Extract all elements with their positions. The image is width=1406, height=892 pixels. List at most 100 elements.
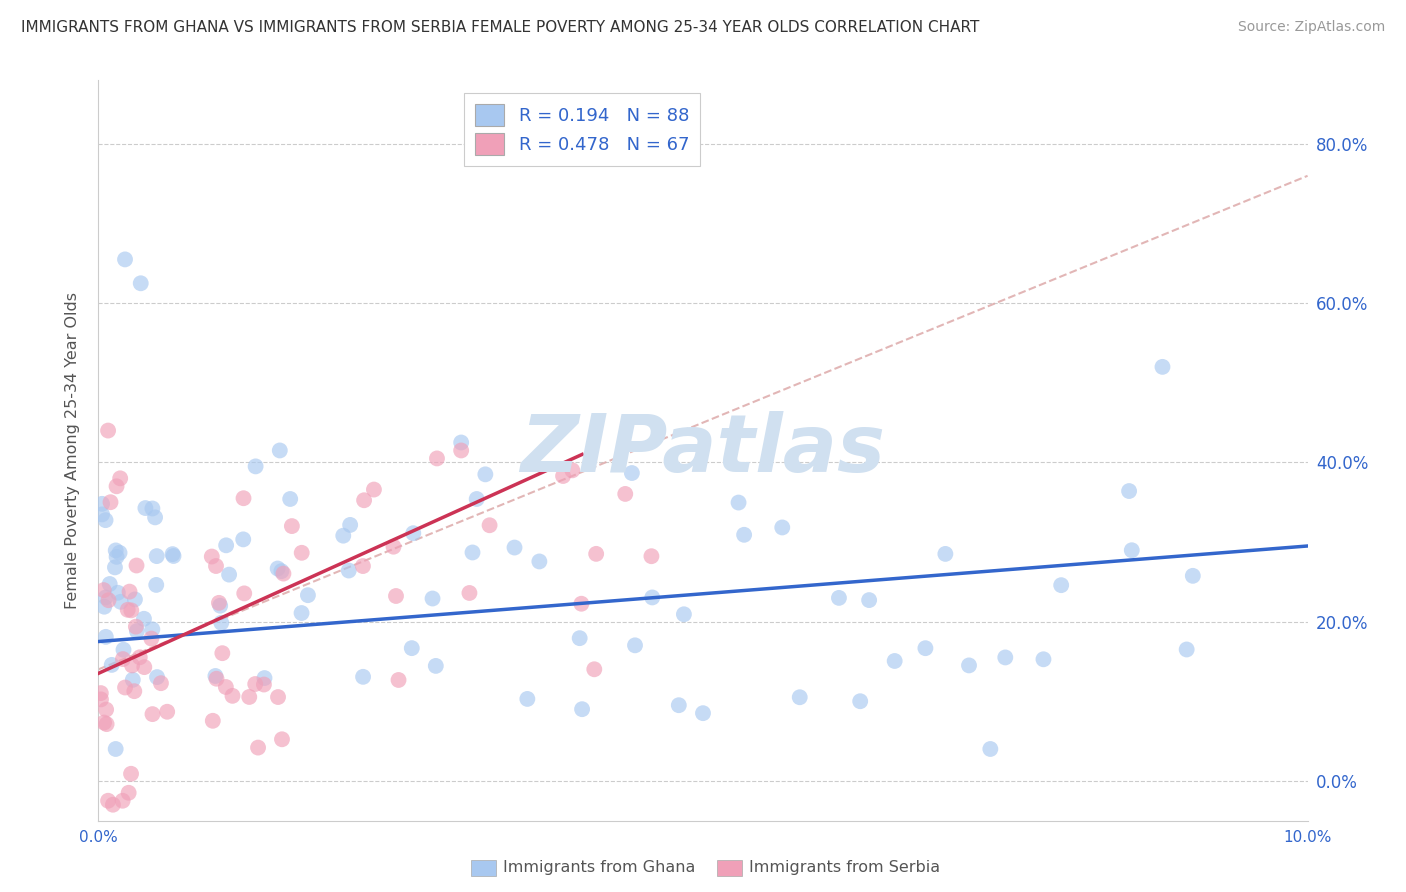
Point <box>90 692 112 706</box>
Point <box>551 469 574 483</box>
Point <box>245 677 267 691</box>
Point <box>232 533 254 547</box>
Point <box>957 658 980 673</box>
Point <box>146 670 169 684</box>
Point <box>98 577 121 591</box>
Point <box>789 690 811 705</box>
Point <box>112 642 135 657</box>
Point <box>849 694 872 708</box>
Point <box>465 491 488 506</box>
Point <box>339 517 361 532</box>
Point <box>387 673 409 687</box>
FancyBboxPatch shape <box>471 860 496 876</box>
Point <box>1121 543 1143 558</box>
Point <box>149 676 172 690</box>
Point <box>571 597 593 611</box>
Point <box>204 669 226 683</box>
Point <box>105 549 128 564</box>
Point <box>266 561 288 575</box>
Point <box>297 588 319 602</box>
Point <box>363 483 385 497</box>
Point <box>118 584 141 599</box>
Point <box>101 797 124 812</box>
Point <box>107 586 129 600</box>
Point <box>97 593 120 607</box>
Point <box>94 630 117 644</box>
Point <box>125 558 148 573</box>
Point <box>145 578 167 592</box>
Point <box>143 510 166 524</box>
Point <box>104 543 127 558</box>
Point <box>91 508 114 522</box>
Point <box>132 612 155 626</box>
Point <box>269 443 291 458</box>
Point <box>91 497 114 511</box>
Point <box>624 638 647 652</box>
Point <box>201 714 224 728</box>
Point <box>883 654 905 668</box>
Point <box>134 501 156 516</box>
Point <box>253 677 276 691</box>
Point <box>337 564 360 578</box>
Point <box>141 501 163 516</box>
Point <box>129 277 152 291</box>
Point <box>134 660 156 674</box>
Point <box>211 646 233 660</box>
Point <box>221 689 243 703</box>
Point <box>218 567 240 582</box>
Point <box>238 690 260 704</box>
Point <box>110 595 132 609</box>
Point <box>209 599 232 613</box>
Point <box>205 672 228 686</box>
Point <box>125 624 148 638</box>
Point <box>273 566 295 581</box>
Text: Source: ZipAtlas.com: Source: ZipAtlas.com <box>1237 20 1385 34</box>
Point <box>934 547 956 561</box>
Point <box>108 471 131 485</box>
Point <box>215 538 238 552</box>
Point <box>733 528 755 542</box>
Text: Immigrants from Ghana: Immigrants from Ghana <box>503 860 696 874</box>
Point <box>97 794 120 808</box>
Point <box>640 549 662 564</box>
Point <box>278 491 301 506</box>
Point <box>128 650 150 665</box>
Point <box>97 424 120 438</box>
Point <box>585 547 607 561</box>
Point <box>474 467 496 482</box>
Point <box>120 603 142 617</box>
Point <box>353 493 375 508</box>
Text: Immigrants from Serbia: Immigrants from Serbia <box>749 860 941 874</box>
Point <box>94 702 117 716</box>
Point <box>121 673 143 687</box>
Point <box>141 623 163 637</box>
Legend: R = 0.194   N = 88, R = 0.478   N = 67: R = 0.194 N = 88, R = 0.478 N = 67 <box>464 93 700 166</box>
Point <box>117 603 139 617</box>
Point <box>1118 483 1140 498</box>
Point <box>571 702 593 716</box>
Point <box>620 466 643 480</box>
Y-axis label: Female Poverty Among 25-34 Year Olds: Female Poverty Among 25-34 Year Olds <box>65 292 80 609</box>
Point <box>108 546 131 560</box>
Point <box>247 740 270 755</box>
Point <box>232 491 254 506</box>
Point <box>529 554 551 568</box>
Point <box>233 586 256 600</box>
Point <box>93 599 115 614</box>
Point <box>120 766 142 780</box>
Point <box>568 631 591 645</box>
Point <box>104 742 127 756</box>
Point <box>583 662 606 676</box>
Point <box>332 529 354 543</box>
Point <box>156 705 179 719</box>
Point <box>352 559 374 574</box>
FancyBboxPatch shape <box>717 860 742 876</box>
Point <box>668 698 690 713</box>
Point <box>209 615 232 630</box>
Point <box>245 459 267 474</box>
Point <box>90 686 112 700</box>
Point <box>561 463 583 477</box>
Point <box>208 596 231 610</box>
Point <box>291 546 314 560</box>
Point <box>94 591 117 605</box>
